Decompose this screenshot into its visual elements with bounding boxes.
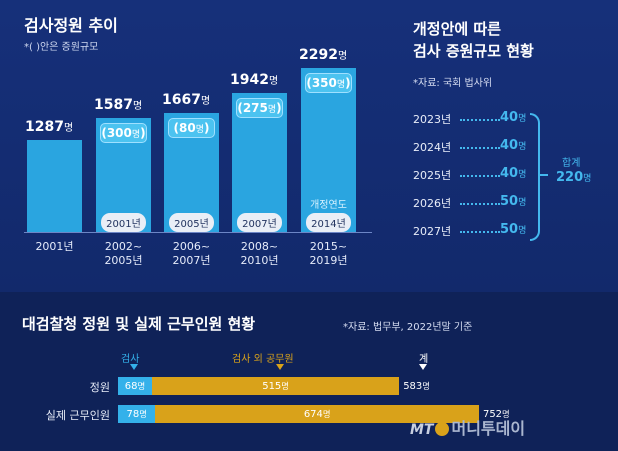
segment-prosecutor-1: 78 명 xyxy=(118,405,156,423)
bar-value-label-2: 1667명 xyxy=(162,91,211,108)
bar-note-label: 개정연도 xyxy=(310,200,347,211)
x-axis-label-3: 2008~ 2010년 xyxy=(240,240,279,267)
right-chart-title-line1: 개정안에 따른 xyxy=(413,20,502,38)
header-total: 계 xyxy=(419,354,429,365)
total-brace xyxy=(530,113,540,241)
bar-0 xyxy=(27,139,82,232)
bar-increase-label-2: (80명) xyxy=(168,117,215,138)
schedule-dots-1 xyxy=(460,147,500,149)
schedule-year-4: 2027년 xyxy=(413,225,452,238)
row-label-0: 정원 xyxy=(89,381,110,394)
schedule-value-1: 40명 xyxy=(500,138,527,153)
schedule-dots-3 xyxy=(460,203,500,205)
bar-increase-label-1: (300명) xyxy=(100,123,147,144)
bottom-chart-source: *자료: 법무부, 2022년말 기준 xyxy=(343,322,473,333)
left-chart-title: 검사정원 추이 xyxy=(24,16,118,35)
x-axis-label-4: 2015~ 2019년 xyxy=(309,240,348,267)
bar-4 xyxy=(301,67,356,232)
right-chart-title-line2: 검사 증원규모 현황 xyxy=(413,42,534,60)
bar-value-label-3: 1942명 xyxy=(230,71,279,88)
header-prosecutor-marker xyxy=(130,364,138,370)
schedule-year-1: 2024년 xyxy=(413,141,452,154)
bar-value-label-0: 1287명 xyxy=(25,118,74,135)
schedule-year-0: 2023년 xyxy=(413,113,452,126)
schedule-year-3: 2026년 xyxy=(413,197,452,210)
right-chart-source: *자료: 국회 법사위 xyxy=(413,78,493,89)
segment-other-1: 674 명 xyxy=(155,405,479,423)
bar-chart-baseline xyxy=(24,232,372,233)
bar-year-tag-1: 2001년 xyxy=(101,213,146,232)
header-other-staff: 검사 외 공무원 xyxy=(232,354,294,365)
bar-increase-label-3: (275명) xyxy=(236,97,283,118)
schedule-dots-0 xyxy=(460,119,500,121)
bar-value-label-4: 2292명 xyxy=(299,46,348,63)
segment-other-0: 515 명 xyxy=(152,377,400,395)
schedule-value-2: 40명 xyxy=(500,166,527,181)
bar-increase-label-4: (350명) xyxy=(305,72,352,93)
row-total-0: 583명 xyxy=(403,381,430,392)
total-label: 합계 xyxy=(562,158,581,169)
total-brace-tip xyxy=(540,174,548,176)
segment-prosecutor-0: 68 명 xyxy=(118,377,152,395)
schedule-year-2: 2025년 xyxy=(413,169,452,182)
row-label-1: 실제 근무인원 xyxy=(45,409,110,422)
bar-year-tag-4: 2014년 xyxy=(306,213,351,232)
schedule-dots-2 xyxy=(460,175,500,177)
bar-value-label-1: 1587명 xyxy=(94,97,143,114)
x-axis-label-1: 2002~ 2005년 xyxy=(104,240,143,267)
bottom-panel xyxy=(0,292,618,451)
schedule-dots-4 xyxy=(460,231,500,233)
header-other-marker xyxy=(276,364,284,370)
schedule-value-0: 40명 xyxy=(500,110,527,125)
x-axis-label-0: 2001년 xyxy=(35,240,74,253)
logo-circle-icon xyxy=(435,422,450,436)
bottom-chart-title: 대검찰청 정원 및 실제 근무인원 현황 xyxy=(22,315,256,333)
row-total-1: 752명 xyxy=(482,409,510,420)
x-axis-label-2: 2006~ 2007년 xyxy=(172,240,211,267)
total-value: 220명 xyxy=(556,170,592,185)
schedule-value-3: 50명 xyxy=(500,194,527,209)
bar-year-tag-3: 2007년 xyxy=(237,213,282,232)
brand-logo: MT 머니투데이 xyxy=(410,419,526,438)
header-prosecutor: 검사 xyxy=(121,354,140,365)
left-chart-subtitle: *( )안은 증원규모 xyxy=(24,42,99,53)
schedule-value-4: 50명 xyxy=(500,222,527,237)
header-total-marker xyxy=(419,364,427,370)
bar-year-tag-2: 2005년 xyxy=(169,213,214,232)
